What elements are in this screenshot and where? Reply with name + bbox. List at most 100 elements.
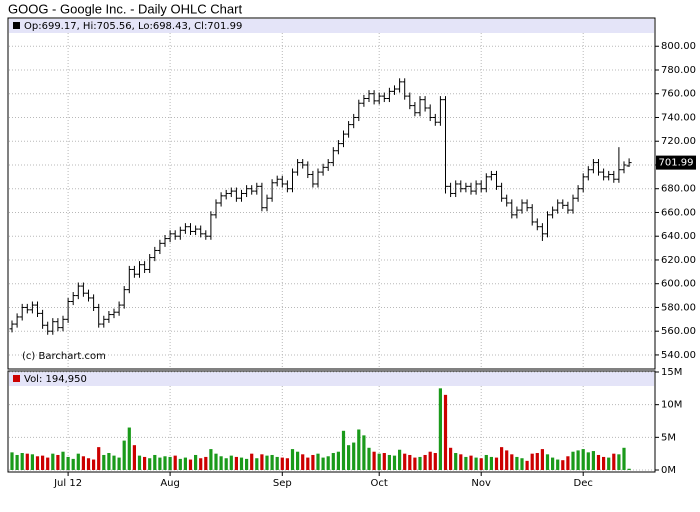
- volume-bar: [403, 453, 407, 470]
- volume-bar: [178, 458, 182, 470]
- y-tick-label: 760.00: [661, 89, 696, 100]
- volume-panel: [7, 370, 656, 473]
- volume-bar: [387, 454, 391, 470]
- volume-bar: [510, 454, 514, 470]
- volume-bar: [239, 457, 244, 470]
- volume-bar: [168, 456, 172, 470]
- volume-bar: [596, 454, 601, 470]
- y-tick-label: 740.00: [661, 112, 696, 123]
- volume-bar: [260, 454, 264, 470]
- volume-bar: [540, 449, 544, 470]
- legend-label: Op:699.17, Hi:705.56, Lo:698.43, Cl:701.…: [24, 21, 242, 32]
- price-panel: [7, 17, 656, 370]
- volume-bar: [556, 459, 560, 470]
- volume-bar: [35, 456, 40, 470]
- volume-bar: [428, 451, 432, 470]
- volume-bar: [209, 449, 213, 470]
- volume-bar: [545, 454, 550, 470]
- volume-bar: [122, 440, 126, 470]
- volume-bar: [326, 456, 330, 470]
- volume-bar: [46, 457, 50, 470]
- x-tick-label: Dec: [574, 478, 593, 489]
- y-tick-label: 780.00: [661, 65, 696, 76]
- y-tick-label: 0M: [661, 465, 676, 476]
- volume-bar: [306, 457, 310, 470]
- volume-bar: [551, 457, 555, 470]
- volume-bar: [255, 458, 259, 470]
- volume-bar: [214, 453, 218, 470]
- volume-bar: [76, 453, 80, 470]
- volume-bar: [250, 453, 254, 470]
- volume-bar: [61, 451, 65, 470]
- volume-bar: [311, 454, 315, 470]
- volume-bar: [413, 457, 417, 470]
- x-tick-label: Oct: [371, 478, 388, 489]
- volume-bar: [392, 455, 397, 470]
- volume-bar: [357, 429, 361, 470]
- volume-bar: [464, 456, 468, 470]
- volume-bar: [92, 459, 96, 470]
- volume-bar: [173, 455, 177, 470]
- volume-bar: [97, 447, 101, 470]
- y-tick-label: 10M: [661, 400, 682, 411]
- legend-marker: [13, 375, 20, 382]
- y-tick-label: 600.00: [661, 279, 696, 290]
- volume-bar: [535, 453, 539, 470]
- volume-bar: [188, 459, 193, 470]
- volume-bar: [86, 458, 91, 470]
- volume-bar: [71, 458, 75, 470]
- volume-bar: [275, 456, 279, 470]
- y-tick-label: 640.00: [661, 231, 696, 242]
- volume-bar: [194, 454, 198, 470]
- volume-bar: [622, 447, 626, 470]
- x-tick-label: Jul 12: [53, 478, 82, 489]
- volume-bar: [377, 453, 381, 470]
- credit: (c) Barchart.com: [22, 351, 106, 362]
- y-tick-label: 680.00: [661, 184, 696, 195]
- volume-bar: [10, 452, 14, 470]
- volume-bar: [530, 453, 534, 470]
- volume-bar: [423, 454, 427, 470]
- volume-bar: [398, 449, 402, 470]
- volume-bar: [280, 457, 284, 470]
- volume-bar: [500, 447, 504, 470]
- volume-bar: [505, 450, 509, 470]
- volume-bar: [234, 456, 238, 470]
- volume-bar: [479, 458, 483, 470]
- volume-bar: [102, 454, 106, 470]
- volume-bar: [341, 430, 346, 470]
- volume-bar: [515, 456, 519, 470]
- volume-bar: [301, 454, 305, 470]
- legend-marker: [13, 22, 20, 29]
- volume-bar: [561, 460, 565, 470]
- volume-bar: [433, 453, 437, 470]
- volume-bar: [469, 455, 473, 470]
- price-legend-bar: [9, 19, 654, 33]
- volume-bar: [56, 454, 60, 470]
- volume-bar: [290, 449, 295, 470]
- volume-bar: [137, 455, 142, 470]
- x-tick-label: Sep: [273, 478, 292, 489]
- volume-bar: [617, 454, 621, 470]
- volume-bar: [372, 451, 376, 470]
- y-tick-label: 540.00: [661, 350, 696, 361]
- x-tick-label: Aug: [160, 478, 180, 489]
- volume-bar: [148, 458, 152, 470]
- volume-bar: [576, 450, 580, 470]
- volume-bar: [571, 451, 575, 470]
- y-tick-label: 800.00: [661, 41, 696, 52]
- chart-title: GOOG - Google Inc. - Daily OHLC Chart: [8, 1, 242, 16]
- volume-bar: [449, 447, 453, 470]
- volume-bar: [112, 455, 116, 470]
- volume-bar: [245, 458, 249, 470]
- volume-bar: [520, 458, 524, 470]
- volume-bar: [15, 454, 19, 470]
- volume-bar: [51, 453, 55, 470]
- volume-bar: [117, 457, 121, 470]
- volume-bar: [602, 456, 606, 470]
- volume-bar: [607, 457, 611, 470]
- last-price-tag: [656, 155, 696, 170]
- y-tick-label: 580.00: [661, 302, 696, 313]
- volume-bar: [336, 451, 340, 470]
- volume-bar: [285, 458, 289, 470]
